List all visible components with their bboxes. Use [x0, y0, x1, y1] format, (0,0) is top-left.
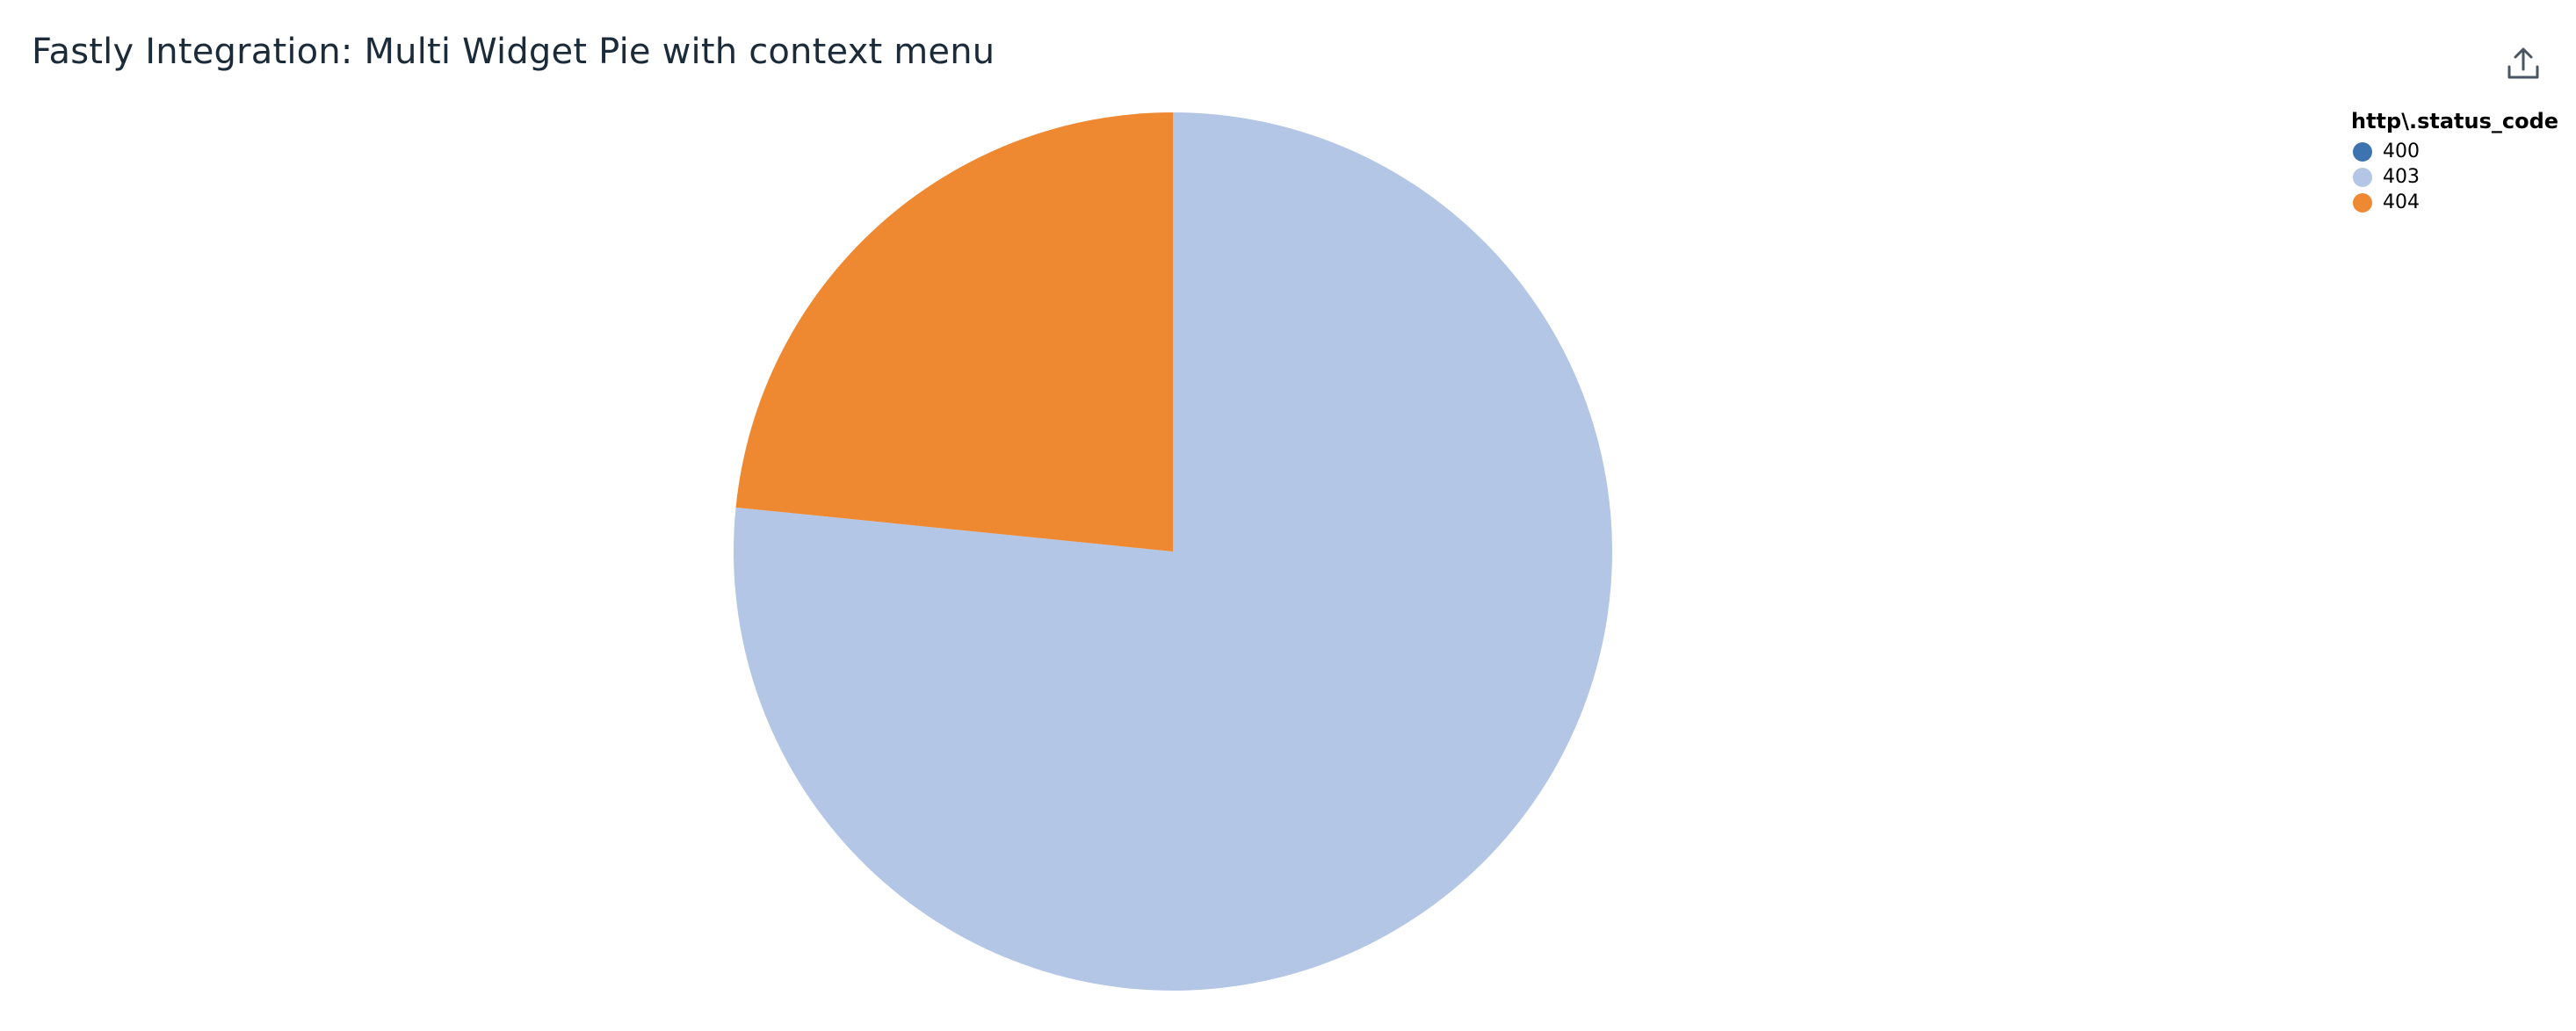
pie-slice-404[interactable] [735, 112, 1173, 552]
legend-label: 404 [2383, 191, 2420, 213]
export-button[interactable] [2504, 44, 2543, 83]
legend-swatch-icon [2353, 192, 2372, 213]
legend-swatch-icon [2353, 141, 2372, 162]
legend: http\.status_code 400 403 404 [2351, 109, 2558, 215]
legend-items: 400 403 404 [2351, 139, 2558, 215]
legend-swatch-icon [2353, 167, 2372, 187]
legend-item-400[interactable]: 400 [2351, 139, 2558, 164]
legend-label: 403 [2383, 166, 2420, 188]
legend-item-404[interactable]: 404 [2351, 190, 2558, 215]
legend-title: http\.status_code [2351, 109, 2559, 133]
legend-item-403[interactable]: 403 [2351, 164, 2558, 190]
legend-label: 400 [2383, 141, 2420, 162]
export-upload-icon [2507, 47, 2539, 79]
pie-slice-403[interactable] [733, 112, 1612, 991]
widget-title: Fastly Integration: Multi Widget Pie wit… [32, 32, 995, 72]
